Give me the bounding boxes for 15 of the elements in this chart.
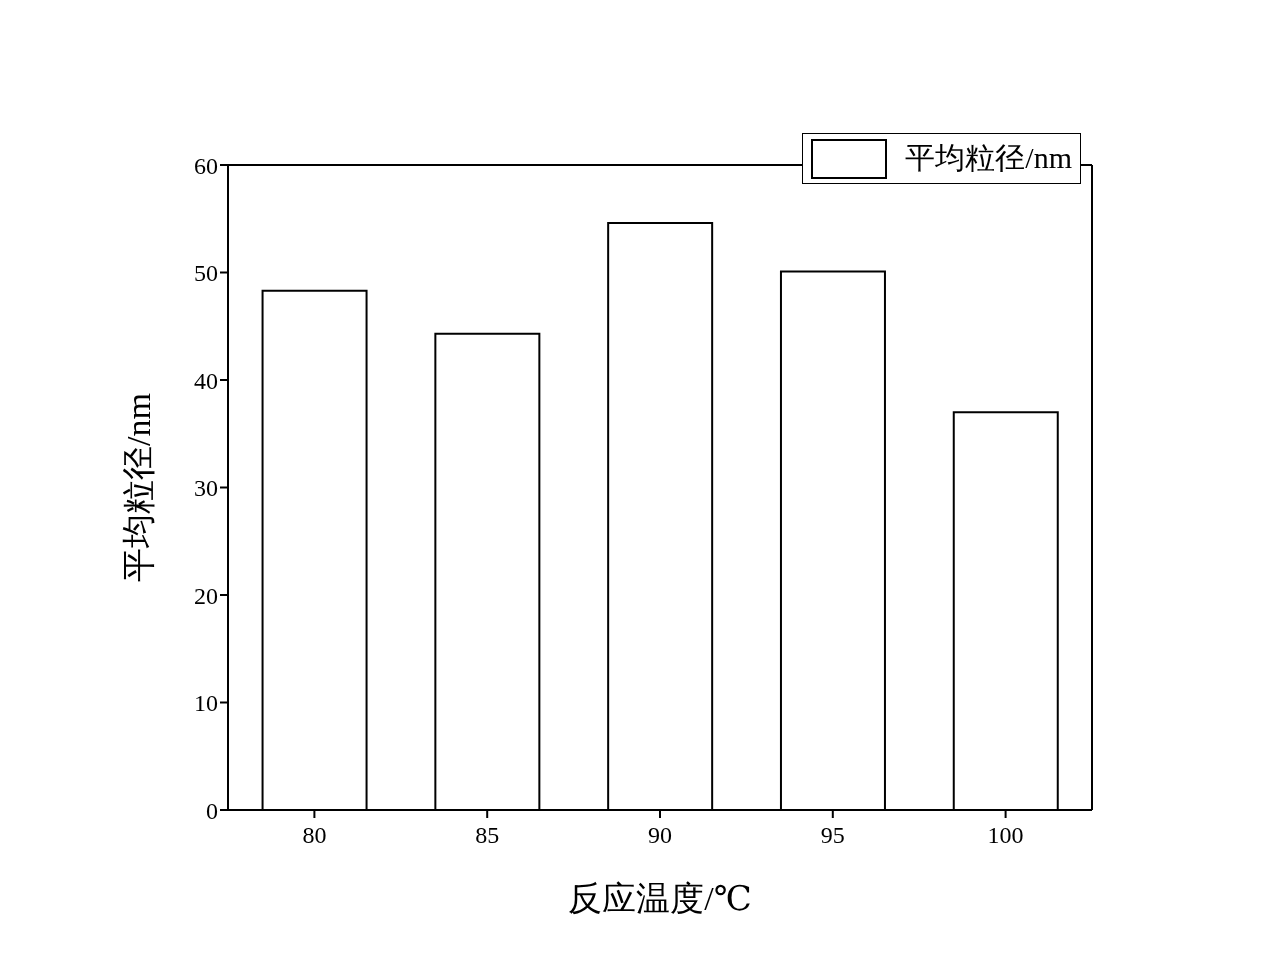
x-tick-label: 80 [302,822,327,849]
legend-label: 平均粒径/nm [905,140,1072,176]
x-tick-label: 95 [820,822,845,849]
x-tick-label: 90 [648,822,672,849]
y-tick-label: 20 [194,582,218,609]
y-tick-label: 60 [194,152,218,179]
y-tick-label: 10 [194,690,218,717]
x-tick-label: 85 [475,822,500,849]
x-axis-title: 反应温度/℃ [568,880,752,917]
y-tick-label: 30 [194,475,218,502]
y-tick-label: 40 [194,367,218,394]
y-axis-title: 平均粒径/nm [120,393,158,582]
x-tick-label: 100 [987,822,1024,849]
y-tick-label: 50 [194,260,218,287]
y-tick-label: 0 [206,797,218,824]
